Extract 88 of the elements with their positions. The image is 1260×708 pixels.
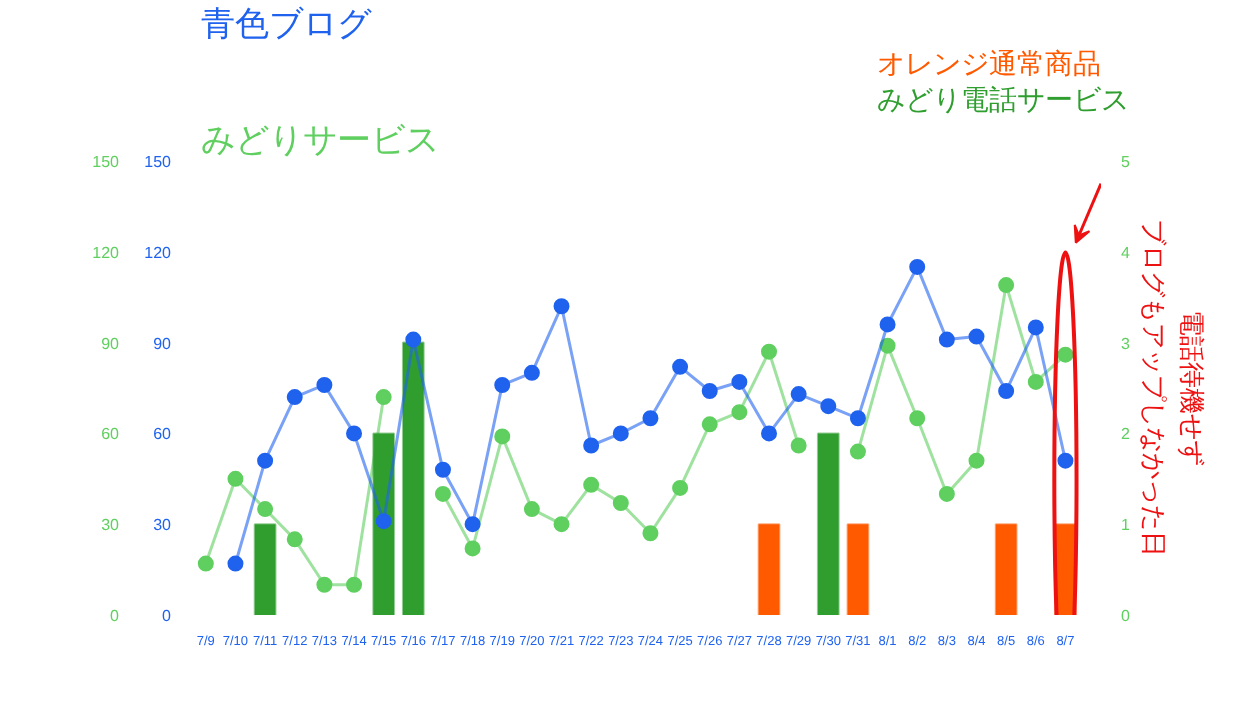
point (523, 501, 540, 518)
point (879, 337, 896, 354)
point (464, 516, 481, 533)
y2-tick-label: 2 (1121, 425, 1131, 444)
point (790, 386, 807, 403)
point (286, 531, 303, 548)
bar (816, 432, 840, 615)
point (583, 476, 600, 493)
point (820, 398, 837, 415)
point (761, 425, 778, 442)
point (938, 485, 955, 502)
point (405, 331, 422, 348)
point (286, 389, 303, 406)
point (1027, 319, 1044, 336)
point (494, 376, 511, 393)
point (375, 389, 392, 406)
point (612, 425, 629, 442)
text: みどり電話サービス (877, 85, 1129, 117)
point (257, 452, 274, 469)
point (998, 277, 1015, 294)
point (434, 461, 451, 478)
text: みどりサービス (201, 121, 439, 161)
point (1057, 452, 1074, 469)
point (553, 516, 570, 533)
point (701, 416, 718, 433)
point (938, 331, 955, 348)
point (434, 485, 451, 502)
bar (846, 523, 870, 615)
y-tick-label: 0 (162, 607, 173, 625)
bar (401, 341, 425, 615)
y3-tick-label: 60 (101, 425, 121, 444)
y-tick-label: 30 (153, 516, 173, 535)
point (909, 410, 926, 427)
point (553, 298, 570, 315)
point (672, 479, 689, 496)
point (642, 410, 659, 427)
y3-tick-label: 0 (110, 607, 121, 625)
y3-tick-label: 150 (92, 153, 121, 171)
point (1027, 373, 1044, 390)
point (731, 373, 748, 390)
bar (757, 523, 781, 615)
point (523, 364, 540, 381)
y-tick-label: 90 (153, 334, 173, 353)
point (227, 470, 244, 487)
bar (994, 523, 1018, 615)
point (701, 383, 718, 400)
point (494, 428, 511, 445)
y2-tick-label: 0 (1121, 607, 1131, 625)
point (316, 376, 333, 393)
point (909, 258, 926, 275)
point (849, 443, 866, 460)
y3-tick-label: 120 (92, 243, 121, 262)
y2-tick-label: 4 (1121, 243, 1131, 262)
point (761, 343, 778, 360)
point (197, 555, 214, 572)
y3-tick-label: 90 (101, 334, 121, 353)
point (1057, 346, 1074, 363)
point (583, 437, 600, 454)
point (849, 410, 866, 427)
point (346, 425, 363, 442)
text: 青色ブログ (201, 5, 373, 45)
point (642, 525, 659, 542)
point (879, 316, 896, 333)
point (375, 513, 392, 530)
point (790, 437, 807, 454)
point (464, 540, 481, 557)
point (257, 501, 274, 518)
text: オレンジ通常商品 (877, 49, 1101, 81)
bar (253, 523, 277, 615)
y2-tick-label: 5 (1121, 153, 1131, 171)
y-tick-label: 60 (153, 425, 173, 444)
point (731, 404, 748, 421)
y2-tick-label: 1 (1121, 516, 1131, 535)
y3-tick-label: 30 (101, 516, 121, 535)
text: 電話待機せず (1175, 310, 1205, 466)
point (612, 495, 629, 511)
text: ブログもアップしなかった日 (1137, 219, 1167, 557)
bar (372, 432, 396, 615)
point (968, 328, 985, 345)
point (672, 358, 689, 375)
y-tick-label: 150 (144, 153, 173, 171)
point (968, 452, 985, 469)
y2-tick-label: 3 (1121, 334, 1131, 353)
point (227, 555, 244, 572)
point (316, 576, 333, 593)
point (346, 576, 363, 593)
y-tick-label: 120 (144, 243, 173, 262)
point (998, 383, 1015, 400)
